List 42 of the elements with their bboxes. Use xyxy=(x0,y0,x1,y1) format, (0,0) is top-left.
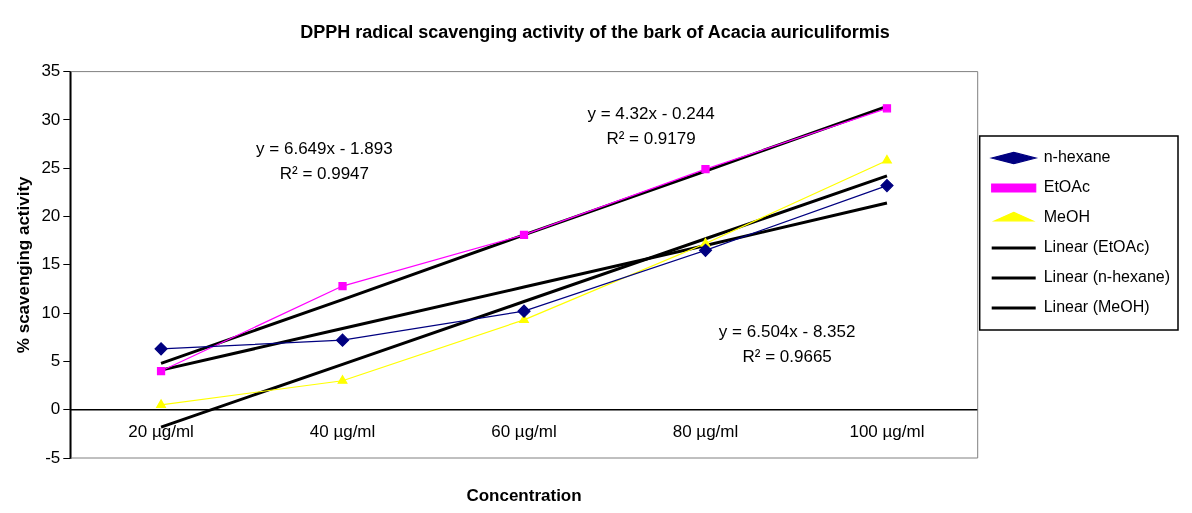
point xyxy=(701,165,710,174)
x-axis-title: Concentration xyxy=(466,485,582,505)
annotation: y = 6.504x - 8.352 xyxy=(718,322,856,342)
x-tick-label: 60 µg/ml xyxy=(491,421,557,441)
x-tick-label: 100 µg/ml xyxy=(849,421,925,441)
y-tick-label: 35 xyxy=(41,61,61,81)
point xyxy=(517,304,531,318)
legend-label: Linear (EtOAc) xyxy=(1043,238,1150,256)
point xyxy=(156,399,166,408)
point xyxy=(335,333,350,347)
y-tick-label: 10 xyxy=(41,302,61,322)
chart-title: DPPH radical scavenging activity of the bark of Acacia auriculiformis xyxy=(300,21,890,42)
point xyxy=(698,243,713,257)
x-tick-label: 80 µg/ml xyxy=(672,421,739,441)
annotation: R² = 0.9665 xyxy=(742,347,832,367)
point xyxy=(338,281,347,291)
y-tick-label: 15 xyxy=(41,254,61,274)
point xyxy=(154,342,168,356)
x-tick-label: 40 µg/ml xyxy=(309,421,376,441)
point xyxy=(156,366,166,376)
annotation: y = 4.32x - 0.244 xyxy=(587,103,715,123)
y-tick-label: -5 xyxy=(45,447,61,467)
legend-label: Linear (MeOH) xyxy=(1043,298,1150,316)
legend-label: EtOAc xyxy=(1043,178,1090,196)
point xyxy=(882,154,892,164)
legend-label: MeOH xyxy=(1043,208,1090,226)
y-tick-label: 25 xyxy=(41,157,61,177)
point xyxy=(880,178,894,193)
y-axis-title: % scavenging activity xyxy=(13,175,33,354)
legend-label: Linear (n-hexane) xyxy=(1043,268,1170,286)
point xyxy=(882,104,892,113)
annotation: R² = 0.9179 xyxy=(606,128,696,148)
annotation: y = 6.649x - 1.893 xyxy=(256,138,393,158)
x-tick-label: 20 µg/ml xyxy=(128,421,194,441)
y-tick-label: 0 xyxy=(50,399,61,419)
y-tick-label: 30 xyxy=(41,109,61,129)
legend-label: n-hexane xyxy=(1043,148,1111,166)
point xyxy=(519,230,529,239)
y-tick-label: 20 xyxy=(41,206,61,226)
annotation: R² = 0.9947 xyxy=(279,163,370,183)
point xyxy=(337,375,348,384)
y-tick-label: 5 xyxy=(50,351,61,371)
